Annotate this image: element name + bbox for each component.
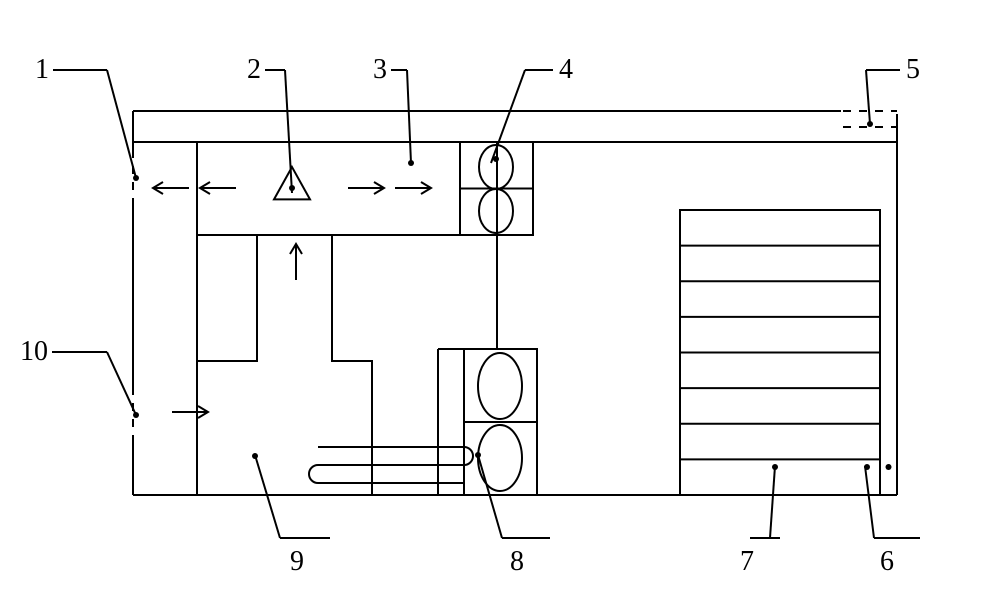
label-7: 7 [740,546,754,577]
label-1: 1 [35,54,49,85]
label-6: 6 [880,546,894,577]
label-3: 3 [373,54,387,85]
unit-9 [197,361,372,495]
label-4: 4 [559,54,573,85]
label-10: 10 [20,336,48,367]
label-5: 5 [906,54,920,85]
label-8: 8 [510,546,524,577]
label-2: 2 [247,54,261,85]
label-9: 9 [290,546,304,577]
